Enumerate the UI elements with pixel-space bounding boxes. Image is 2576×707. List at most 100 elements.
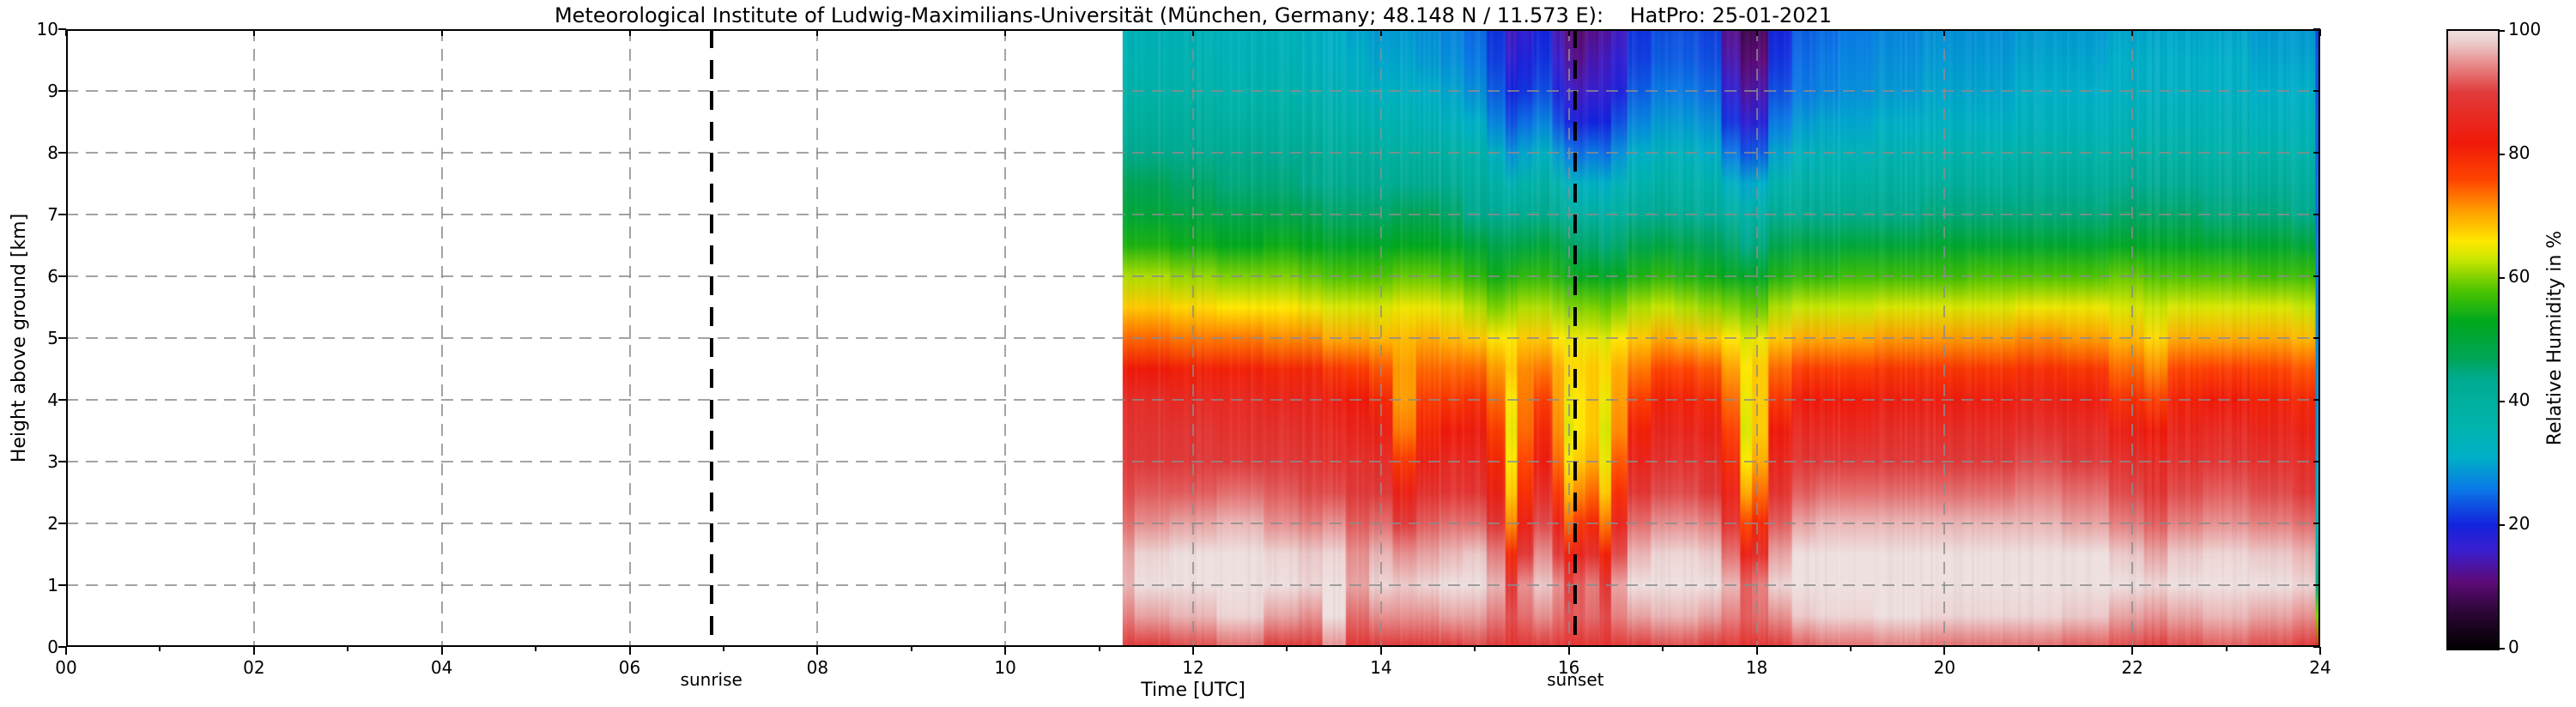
x-top-tick bbox=[440, 29, 443, 36]
x-tick-label: 16 bbox=[1557, 657, 1580, 678]
x-top-tick bbox=[1943, 29, 1946, 36]
y-major-tick bbox=[58, 646, 66, 648]
x-minor-tick bbox=[910, 647, 912, 651]
y-right-tick bbox=[2313, 646, 2320, 648]
x-gridline bbox=[440, 29, 443, 647]
y-right-tick bbox=[2313, 584, 2320, 586]
y-tick-label: 8 bbox=[47, 142, 58, 163]
x-gridline bbox=[1004, 29, 1007, 647]
y-tick-label: 3 bbox=[47, 451, 58, 472]
x-top-tick bbox=[2131, 29, 2134, 36]
x-minor-tick bbox=[1662, 647, 1664, 651]
x-tick-label: 14 bbox=[1370, 657, 1392, 678]
x-major-tick bbox=[628, 647, 631, 655]
x-top-tick bbox=[65, 29, 67, 36]
y-major-tick bbox=[58, 584, 66, 586]
sunrise-label: sunrise bbox=[680, 669, 742, 690]
x-tick-label: 20 bbox=[1933, 657, 1956, 678]
x-major-tick bbox=[1192, 647, 1194, 655]
x-minor-tick bbox=[535, 647, 537, 651]
y-right-tick bbox=[2313, 523, 2320, 524]
x-tick-label: 02 bbox=[243, 657, 265, 678]
y-tick-label: 4 bbox=[47, 390, 58, 410]
y-major-tick bbox=[58, 214, 66, 215]
x-minor-tick bbox=[2037, 647, 2040, 651]
x-top-tick bbox=[1192, 29, 1194, 36]
colorbar-tick bbox=[2498, 401, 2505, 402]
x-gridline bbox=[1192, 29, 1194, 647]
colorbar bbox=[2446, 29, 2505, 650]
x-tick-label: 18 bbox=[1745, 657, 1768, 678]
y-major-tick bbox=[58, 461, 66, 462]
y-right-tick bbox=[2313, 214, 2320, 215]
colorbar-tick bbox=[2498, 30, 2505, 32]
y-right-tick bbox=[2313, 461, 2320, 462]
y-major-tick bbox=[58, 523, 66, 524]
x-minor-tick bbox=[722, 647, 724, 651]
x-major-tick bbox=[65, 647, 67, 655]
sunset-line bbox=[1573, 29, 1578, 647]
colorbar-tick-label: 20 bbox=[2508, 513, 2531, 534]
colorbar-tick bbox=[2498, 648, 2505, 650]
x-tick-label: 24 bbox=[2309, 657, 2331, 678]
colorbar-tick bbox=[2498, 277, 2505, 279]
x-tick-label: 06 bbox=[618, 657, 641, 678]
plot-title: Meteorological Institute of Ludwig-Maxim… bbox=[554, 3, 1833, 27]
x-minor-tick bbox=[159, 647, 161, 651]
x-gridline bbox=[2131, 29, 2134, 647]
x-major-tick bbox=[2131, 647, 2134, 655]
x-top-tick bbox=[1004, 29, 1007, 36]
colorbar-tick-label: 0 bbox=[2508, 637, 2519, 657]
x-tick-label: 00 bbox=[55, 657, 77, 678]
x-minor-tick bbox=[1098, 647, 1100, 651]
x-gridline bbox=[252, 29, 255, 647]
y-tick-label: 0 bbox=[47, 637, 58, 657]
y-major-tick bbox=[58, 28, 66, 30]
y-tick-label: 10 bbox=[36, 19, 58, 39]
x-major-tick bbox=[1567, 647, 1570, 655]
x-gridline bbox=[1379, 29, 1382, 647]
colorbar-tick-label: 80 bbox=[2508, 142, 2531, 163]
y-tick-label: 9 bbox=[47, 81, 58, 101]
x-minor-tick bbox=[1286, 647, 1288, 651]
x-tick-label: 08 bbox=[806, 657, 829, 678]
colorbar-tick bbox=[2498, 154, 2505, 155]
x-tick-label: 04 bbox=[430, 657, 453, 678]
y-tick-label: 1 bbox=[47, 575, 58, 595]
x-top-tick bbox=[628, 29, 631, 36]
colorbar-tick-label: 60 bbox=[2508, 266, 2531, 287]
y-major-tick bbox=[58, 275, 66, 277]
x-tick-label: 22 bbox=[2121, 657, 2143, 678]
x-major-tick bbox=[440, 647, 443, 655]
x-gridline bbox=[1755, 29, 1758, 647]
x-top-tick bbox=[1755, 29, 1758, 36]
x-tick-label: 10 bbox=[994, 657, 1016, 678]
y-major-tick bbox=[58, 399, 66, 401]
y-tick-label: 5 bbox=[47, 328, 58, 348]
y-tick-label: 7 bbox=[47, 204, 58, 225]
y-right-tick bbox=[2313, 28, 2320, 30]
y-tick-label: 2 bbox=[47, 513, 58, 534]
x-gridline bbox=[1943, 29, 1946, 647]
x-tick-label: 12 bbox=[1182, 657, 1204, 678]
y-tick-label: 6 bbox=[47, 266, 58, 287]
plot-area bbox=[58, 28, 2321, 655]
y-right-tick bbox=[2313, 337, 2320, 339]
colorbar-tick bbox=[2498, 524, 2505, 526]
y-right-tick bbox=[2313, 90, 2320, 92]
colorbar-tick-label: 100 bbox=[2508, 19, 2542, 39]
x-top-tick bbox=[816, 29, 819, 36]
x-minor-tick bbox=[2225, 647, 2227, 651]
x-major-tick bbox=[1755, 647, 1758, 655]
y-right-tick bbox=[2313, 399, 2320, 401]
x-minor-tick bbox=[347, 647, 349, 651]
x-major-tick bbox=[2319, 647, 2321, 655]
colorbar-tick-label: 40 bbox=[2508, 390, 2531, 410]
x-gridline bbox=[628, 29, 631, 647]
y-major-tick bbox=[58, 337, 66, 339]
y-major-tick bbox=[58, 90, 66, 92]
sunrise-line bbox=[709, 29, 713, 647]
x-top-tick bbox=[252, 29, 255, 36]
x-minor-tick bbox=[1474, 647, 1476, 651]
